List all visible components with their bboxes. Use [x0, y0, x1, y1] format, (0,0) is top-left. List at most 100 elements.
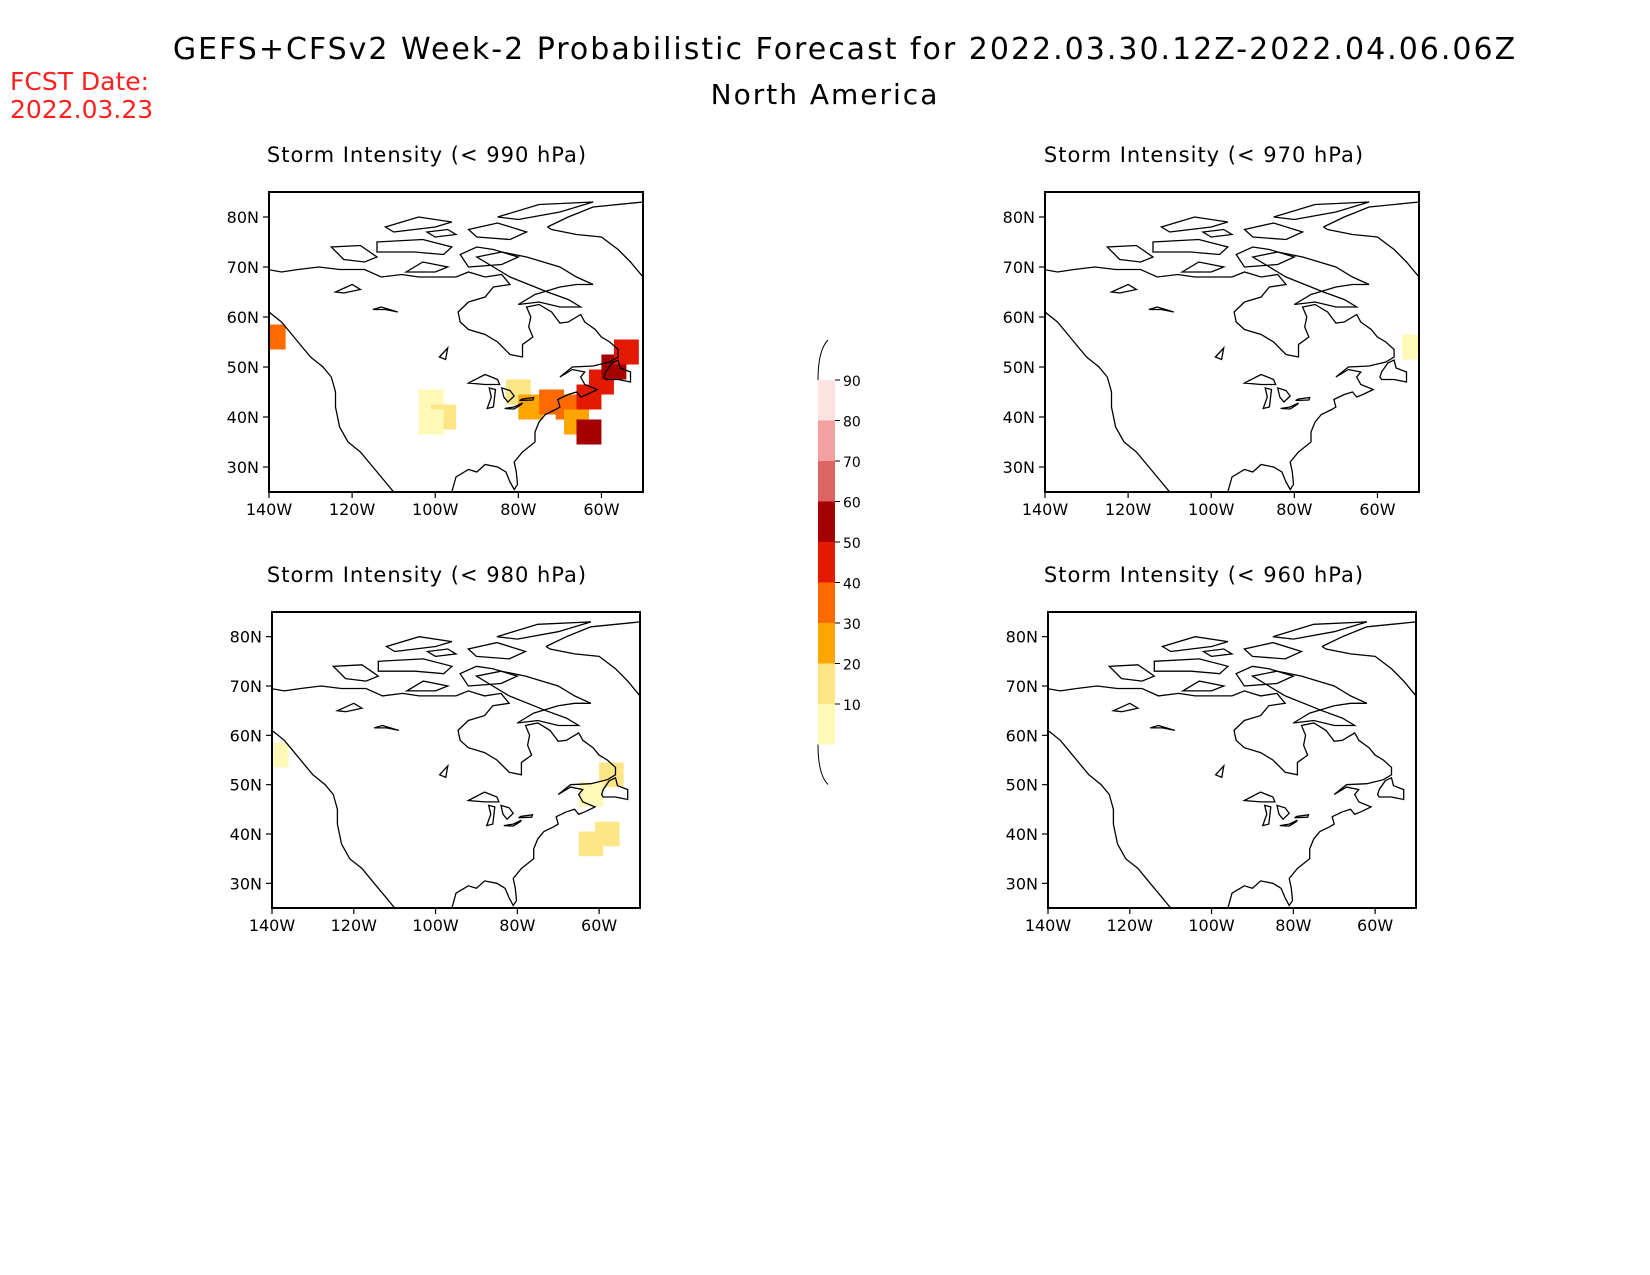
- lon-tick-label: 120W: [329, 500, 376, 519]
- prob-cell: [269, 324, 286, 350]
- colorbar-swatch: [818, 623, 835, 664]
- colorbar-label: 30: [843, 617, 861, 633]
- east-arctic-coastline: [1048, 685, 1393, 908]
- main-title: GEFS+CFSv2 Week-2 Probabilistic Forecast…: [172, 32, 1518, 67]
- panel-title-980: Storm Intensity (< 980 hPa): [266, 563, 588, 587]
- lat-tick-label: 60N: [227, 308, 259, 327]
- map-panel-960: 140W 120W 100W 80W 60W 80N 70N 60N 50N 40N 30N: [1006, 611, 1417, 935]
- panel-title-990: Storm Intensity (< 990 hPa): [266, 143, 588, 167]
- map-frame: [271, 611, 641, 909]
- arctic-island-outline: [1105, 244, 1155, 263]
- greenland-west-outline: [1321, 645, 1416, 697]
- prob-cell: [578, 831, 604, 857]
- lake-outline: [1214, 763, 1225, 779]
- arctic-island-outline: [424, 228, 458, 238]
- lat-tick-label: 80N: [1003, 208, 1035, 227]
- west-coastline: [272, 729, 396, 908]
- lat-tick-label: 30N: [1003, 458, 1035, 477]
- map-panel-970: 140W 120W 100W 80W 60W 80N 70N 60N 50N 40N 30N: [1003, 191, 1420, 519]
- lat-tick-label: 70N: [1003, 258, 1035, 277]
- lake-outline: [1109, 283, 1139, 294]
- lake-outline: [504, 402, 523, 410]
- map-frame: [1047, 611, 1417, 909]
- greenland-outline: [545, 621, 640, 648]
- arctic-island-outline: [1272, 621, 1368, 640]
- greenland-west-outline: [547, 226, 643, 278]
- colorbar-swatch: [818, 501, 835, 542]
- lat-tick-label: 80N: [230, 628, 262, 647]
- newfoundland-outline: [600, 776, 629, 801]
- lake-outline: [374, 724, 399, 732]
- lat-tick-label: 50N: [1003, 358, 1035, 377]
- lake-outline: [1148, 306, 1174, 313]
- colorbar-label: 40: [843, 577, 861, 593]
- lat-tick-label: 80N: [227, 208, 259, 227]
- lon-tick-label: 140W: [246, 500, 293, 519]
- colorbar-label: 60: [843, 496, 861, 512]
- lon-tick-label: 140W: [1022, 500, 1069, 519]
- east-arctic-coastline: [269, 266, 619, 492]
- lon-tick-label: 80W: [1275, 916, 1311, 935]
- colorbar-swatch: [818, 380, 835, 421]
- lon-tick-label: 120W: [1107, 916, 1154, 935]
- arctic-island-outline: [1159, 216, 1228, 233]
- lat-tick-label: 40N: [1003, 408, 1035, 427]
- arctic-island-outline: [1242, 641, 1304, 660]
- lake-outline: [503, 819, 522, 827]
- west-coastline: [1048, 729, 1172, 908]
- west-coastline: [1045, 311, 1171, 492]
- lake-outline: [486, 387, 497, 410]
- arctic-island-outline: [474, 670, 592, 727]
- lon-tick-label: 80W: [500, 500, 536, 519]
- forecast-date: FCST Date: 2022.03.23: [10, 68, 153, 124]
- greenland-outline: [547, 201, 643, 228]
- arctic-island-outline: [459, 246, 521, 268]
- arctic-island-outline: [1235, 246, 1297, 268]
- prob-cell: [272, 742, 289, 768]
- arctic-island-outline: [1200, 228, 1234, 238]
- lat-tick-label: 70N: [227, 258, 259, 277]
- east-arctic-coastline: [1045, 266, 1395, 492]
- lat-tick-label: 30N: [1006, 874, 1038, 893]
- newfoundland-outline: [603, 359, 632, 383]
- arctic-island-outline: [383, 216, 452, 233]
- colorbar-swatch: [818, 542, 835, 583]
- colorbar-swatch: [818, 582, 835, 623]
- arctic-island-outline: [1201, 648, 1234, 658]
- forecast-date-value: 2022.03.23: [10, 95, 154, 124]
- lake-outline: [465, 791, 500, 803]
- arctic-island-outline: [384, 636, 453, 653]
- prob-cell: [418, 409, 444, 435]
- lake-outline: [1294, 814, 1310, 819]
- arctic-island-outline: [1153, 658, 1230, 675]
- west-coastline: [269, 311, 395, 492]
- lake-outline: [500, 387, 516, 403]
- greenland-west-outline: [1323, 226, 1419, 278]
- subtitle: North America: [710, 78, 940, 111]
- lon-tick-label: 120W: [331, 916, 378, 935]
- panel-title-970: Storm Intensity (< 970 hPa): [1043, 143, 1365, 167]
- colorbar-label: 80: [843, 415, 861, 431]
- lat-tick-label: 50N: [1006, 776, 1038, 795]
- lon-tick-label: 60W: [1359, 500, 1395, 519]
- arctic-island-outline: [1180, 680, 1227, 692]
- lake-outline: [519, 396, 535, 402]
- newfoundland-outline: [1379, 359, 1408, 383]
- arctic-island-outline: [497, 201, 594, 221]
- lake-outline: [1261, 804, 1272, 827]
- lat-tick-label: 30N: [230, 874, 262, 893]
- lake-outline: [1279, 819, 1298, 827]
- arctic-island-outline: [1235, 665, 1296, 687]
- lon-tick-label: 60W: [581, 916, 617, 935]
- lat-tick-label: 80N: [1006, 628, 1038, 647]
- lake-outline: [1111, 702, 1140, 713]
- colorbar-bottom-end: [817, 744, 829, 785]
- lon-tick-label: 140W: [1025, 916, 1072, 935]
- lake-outline: [1214, 345, 1225, 361]
- east-arctic-coastline: [272, 685, 617, 908]
- arctic-island-outline: [377, 658, 454, 675]
- lake-outline: [1242, 373, 1277, 386]
- lat-tick-label: 40N: [1006, 825, 1038, 844]
- lat-tick-label: 50N: [230, 776, 262, 795]
